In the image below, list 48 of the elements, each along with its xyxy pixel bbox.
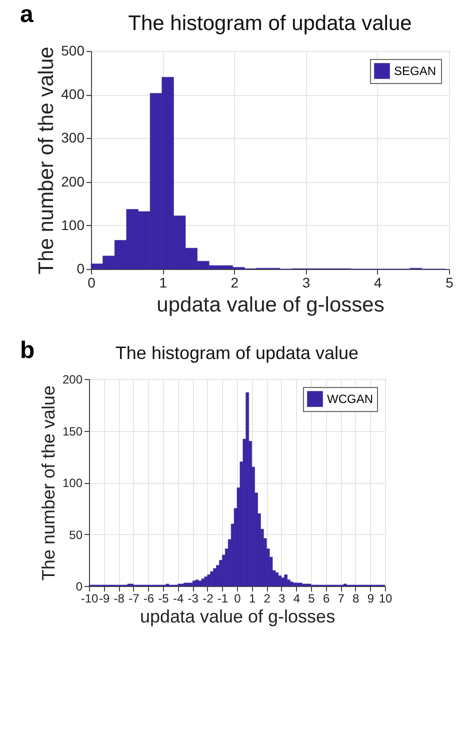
x-tick-label: 10 bbox=[378, 592, 392, 606]
y-axis-title: The number of the value bbox=[35, 46, 58, 274]
x-tick-label: -9 bbox=[98, 592, 110, 606]
x-tick-label: -1 bbox=[217, 592, 228, 606]
x-tick-label: 9 bbox=[367, 592, 374, 606]
x-tick-label: 2 bbox=[264, 592, 271, 606]
x-tick-label: 2 bbox=[230, 274, 239, 290]
x-tick-label: 0 bbox=[234, 592, 242, 606]
x-tick-label: -8 bbox=[114, 592, 125, 606]
y-tick-label: 0 bbox=[76, 580, 83, 594]
x-tick-label: 8 bbox=[352, 592, 360, 606]
x-tick-label: 3 bbox=[302, 274, 310, 290]
chart-title: The histogram of updata value bbox=[128, 12, 412, 35]
x-tick-label: -3 bbox=[188, 592, 199, 606]
y-tick-label: 0 bbox=[76, 260, 85, 276]
y-axis-title: The number of the value bbox=[38, 385, 58, 581]
legend-label: WCGAN bbox=[327, 392, 373, 406]
y-tick-label: 150 bbox=[62, 424, 83, 438]
x-tick-label: 1 bbox=[248, 592, 256, 606]
x-tick-label: -6 bbox=[143, 592, 154, 606]
x-tick-label: 1 bbox=[159, 274, 168, 290]
y-tick-label: 500 bbox=[61, 42, 85, 58]
x-tick-label: -4 bbox=[172, 592, 184, 606]
y-tick-label: 200 bbox=[61, 173, 85, 190]
chart-title: The histogram of updata value bbox=[115, 343, 359, 363]
x-tick-label: 3 bbox=[278, 592, 286, 606]
x-axis-title: updata value of g-losses bbox=[156, 294, 384, 316]
y-tick-label: 400 bbox=[61, 86, 85, 102]
y-tick-label: 50 bbox=[69, 528, 83, 542]
x-tick-label: 4 bbox=[374, 274, 382, 290]
legend-label: SEGAN bbox=[394, 64, 436, 78]
x-axis-title: updata value of g-losses bbox=[140, 606, 336, 626]
text: a bbox=[20, 1, 34, 28]
y-tick-label: 100 bbox=[62, 476, 83, 490]
x-tick-label: -10 bbox=[80, 592, 98, 606]
x-tick-label: 5 bbox=[446, 274, 454, 290]
x-tick-label: -5 bbox=[158, 592, 170, 606]
text: b bbox=[20, 337, 35, 364]
y-tick-label: 200 bbox=[62, 372, 83, 386]
x-tick-label: 5 bbox=[308, 592, 316, 606]
x-tick-label: 4 bbox=[293, 592, 300, 606]
x-tick-label: 6 bbox=[322, 592, 330, 606]
y-tick-label: 100 bbox=[61, 216, 85, 233]
x-tick-label: -7 bbox=[128, 592, 140, 606]
x-tick-label: -2 bbox=[202, 592, 214, 606]
y-tick-label: 300 bbox=[61, 130, 85, 146]
x-tick-label: 7 bbox=[338, 592, 345, 606]
x-tick-label: 0 bbox=[88, 274, 96, 290]
